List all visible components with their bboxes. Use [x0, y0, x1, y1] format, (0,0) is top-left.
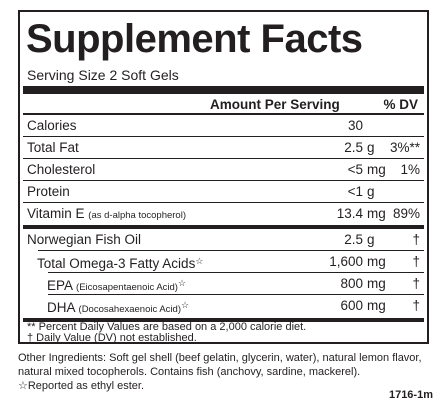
thick-rule-top: [23, 86, 424, 94]
nutrient-unit: mg: [367, 162, 386, 177]
nutrient-amount: <5: [347, 162, 363, 177]
nutrient-dv: †: [412, 232, 420, 247]
dv-header: % DV: [383, 97, 418, 112]
product-code: 1716-1m: [388, 389, 433, 401]
header-rule: [23, 113, 424, 115]
nutrient-name: Norwegian Fish Oil: [27, 232, 142, 247]
nutrient-amount: 2.5: [344, 140, 363, 155]
row-divider: [48, 294, 424, 295]
nutrient-name: Total Omega-3 Fatty Acids☆: [37, 256, 204, 271]
other-ingredients: Other Ingredients: Soft gel shell (beef …: [18, 352, 422, 378]
row-divider: [23, 136, 424, 137]
nutrient-dv: †: [412, 254, 420, 269]
nutrient-name: Total Fat: [27, 140, 79, 155]
footnote-daily-values: ** Percent Daily Values are based on a 2…: [27, 321, 307, 333]
nutrient-row-epa: EPA (Eicosapentaenoic Acid)☆ 800 mg †: [20, 273, 427, 294]
nutrient-dv: 3%**: [389, 140, 420, 155]
nutrient-dv: 1%: [400, 162, 420, 177]
thick-rule-bottom: [23, 318, 424, 322]
nutrient-dv: 89%: [392, 206, 420, 221]
nutrient-name: Cholesterol: [27, 162, 96, 177]
nutrient-unit: g: [367, 232, 375, 247]
row-divider: [23, 180, 424, 181]
nutrient-name: EPA (Eicosapentaenoic Acid)☆: [47, 278, 187, 293]
nutrient-dv: †: [412, 298, 420, 313]
nutrient-row-total-fat: Total Fat 2.5 g 3%**: [20, 137, 427, 158]
nutrient-amount: 600: [340, 298, 363, 313]
row-divider: [38, 250, 424, 251]
nutrient-row-cholesterol: Cholesterol <5 mg 1%: [20, 159, 427, 180]
nutrient-unit: mg: [367, 298, 386, 313]
nutrient-row-fish-oil: Norwegian Fish Oil 2.5 g †: [20, 229, 427, 250]
nutrient-row-calories: Calories 30: [20, 115, 427, 136]
nutrient-amount: 1,600: [329, 254, 363, 269]
row-divider: [48, 272, 424, 273]
nutrient-amount: 800: [340, 276, 363, 291]
nutrient-row-protein: Protein <1 g: [20, 181, 427, 202]
nutrient-amount: 2.5: [344, 232, 363, 247]
nutrient-unit: mg: [367, 276, 386, 291]
nutrient-name: Protein: [27, 184, 70, 199]
nutrient-amount: 30: [347, 118, 363, 133]
nutrient-amount: 13.4: [336, 206, 363, 221]
nutrient-name: Vitamin E (as d-alpha tocopherol): [27, 206, 186, 221]
nutrient-unit: g: [367, 140, 375, 155]
serving-size: Serving Size 2 Soft Gels: [27, 67, 179, 83]
nutrient-unit: mg: [367, 254, 386, 269]
nutrient-amount: <1: [347, 184, 363, 199]
nutrient-name: DHA (Docosahexaenoic Acid)☆: [47, 300, 190, 315]
nutrient-dv: †: [412, 276, 420, 291]
nutrient-unit: g: [367, 184, 375, 199]
footnote-dv-not-established: † Daily Value (DV) not established.: [27, 332, 197, 344]
amount-per-serving-header: Amount Per Serving: [210, 97, 340, 112]
nutrient-row-vitamin-e: Vitamin E (as d-alpha tocopherol) 13.4 m…: [20, 203, 427, 224]
row-divider: [23, 158, 424, 159]
nutrient-name: Calories: [27, 118, 77, 133]
supplement-facts-panel: Supplement Facts Serving Size 2 Soft Gel…: [18, 10, 429, 344]
nutrient-row-omega-3: Total Omega-3 Fatty Acids☆ 1,600 mg †: [20, 251, 427, 272]
thick-rule-middle: [23, 225, 424, 229]
ethyl-ester-note: ☆Reported as ethyl ester.: [18, 380, 145, 392]
panel-title: Supplement Facts: [26, 17, 363, 61]
row-divider: [23, 202, 424, 203]
nutrient-row-dha: DHA (Docosahexaenoic Acid)☆ 600 mg †: [20, 295, 427, 316]
nutrient-unit: mg: [367, 206, 386, 221]
